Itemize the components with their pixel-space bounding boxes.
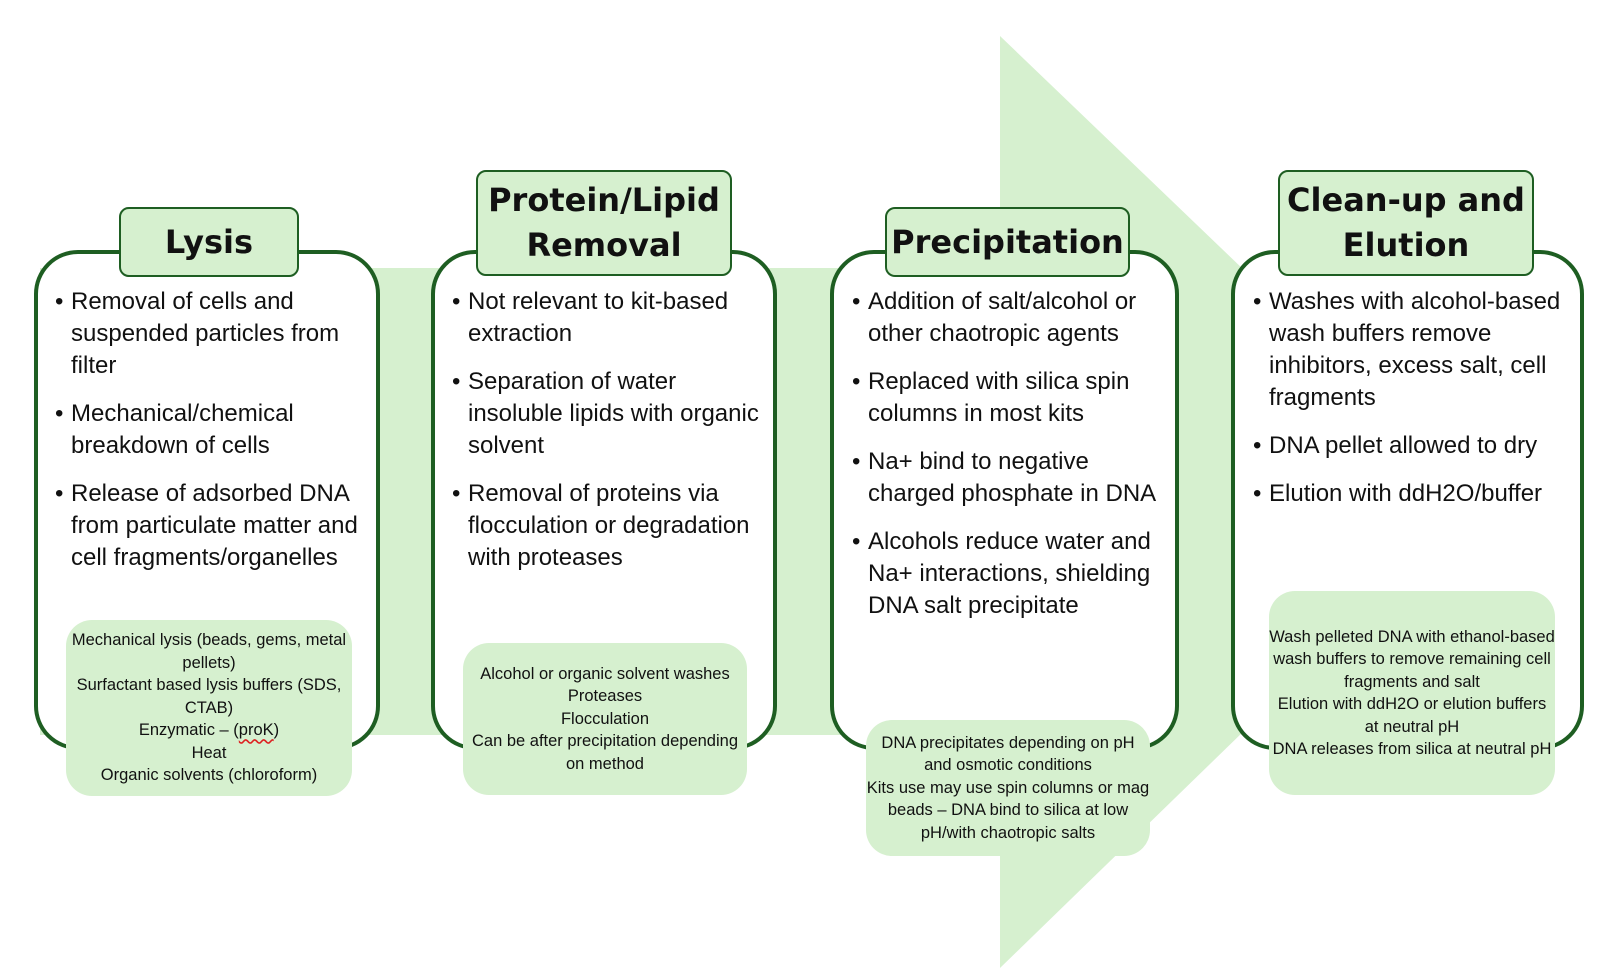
stage-title-cleanup-elution: Clean-up and Elution — [1278, 170, 1534, 276]
note-line: DNA precipitates depending on pH and osm… — [881, 733, 1135, 775]
note-line: Elution with ddH2O or elution buffers at… — [1277, 695, 1547, 736]
stage-bullets-cleanup-elution: Washes with alcohol-based wash buffers r… — [1253, 286, 1578, 526]
note-line: Enzymatic – (proK) — [138, 721, 280, 740]
note-line-spellcheck-word: proK — [238, 721, 274, 740]
note-line: Proteases — [567, 687, 643, 706]
note-line: Kits use may use spin columns or mag bea… — [866, 778, 1150, 842]
stage-bullets-lysis: Removal of cells and suspended particles… — [55, 286, 365, 590]
note-line: Alcohol or organic solvent washes — [480, 664, 730, 683]
bullet-item: Separation of water insoluble lipids wit… — [452, 366, 770, 462]
stage-bullets-protein-lipid-removal: Not relevant to kit-based extraction Sep… — [452, 286, 770, 590]
bullet-item: Elution with ddH2O/buffer — [1253, 478, 1578, 510]
bullet-item: Alcohols reduce water and Na+ interactio… — [852, 526, 1170, 622]
note-line: Mechanical lysis (beads, gems, metal pel… — [71, 631, 347, 672]
bullet-item: Removal of cells and suspended particles… — [55, 286, 365, 382]
bullet-item: Release of adsorbed DNA from particulate… — [55, 478, 365, 574]
bullet-item: Washes with alcohol-based wash buffers r… — [1253, 286, 1578, 414]
stage-note-lysis: Mechanical lysis (beads, gems, metal pel… — [66, 620, 352, 796]
note-line: Wash pelleted DNA with ethanol-based was… — [1269, 627, 1555, 691]
note-line: DNA releases from silica at neutral pH — [1272, 740, 1552, 758]
note-line: Heat — [191, 743, 227, 762]
stage-note-precipitation: DNA precipitates depending on pH and osm… — [866, 720, 1150, 856]
note-line: Organic solvents (chloroform) — [100, 766, 318, 785]
note-line: Surfactant based lysis buffers (SDS, CTA… — [76, 676, 342, 717]
bullet-item: Mechanical/chemical breakdown of cells — [55, 398, 365, 462]
stage-note-protein-lipid-removal: Alcohol or organic solvent washes Protea… — [463, 643, 747, 795]
bullet-item: DNA pellet allowed to dry — [1253, 430, 1578, 462]
bullet-item: Not relevant to kit-based extraction — [452, 286, 770, 350]
bullet-item: Na+ bind to negative charged phosphate i… — [852, 446, 1170, 510]
bullet-item: Replaced with silica spin columns in mos… — [852, 366, 1170, 430]
stage-bullets-precipitation: Addition of salt/alcohol or other chaotr… — [852, 286, 1170, 638]
stage-title-lysis: Lysis — [119, 207, 299, 277]
stage-title-precipitation: Precipitation — [885, 207, 1130, 277]
note-line: Can be after precipitation depending on … — [471, 732, 739, 773]
bullet-item: Removal of proteins via flocculation or … — [452, 478, 770, 574]
stage-note-cleanup-elution: Wash pelleted DNA with ethanol-based was… — [1269, 591, 1555, 795]
stage-title-protein-lipid-removal: Protein/Lipid Removal — [476, 170, 732, 276]
note-line: Flocculation — [560, 709, 650, 728]
bullet-item: Addition of salt/alcohol or other chaotr… — [852, 286, 1170, 350]
